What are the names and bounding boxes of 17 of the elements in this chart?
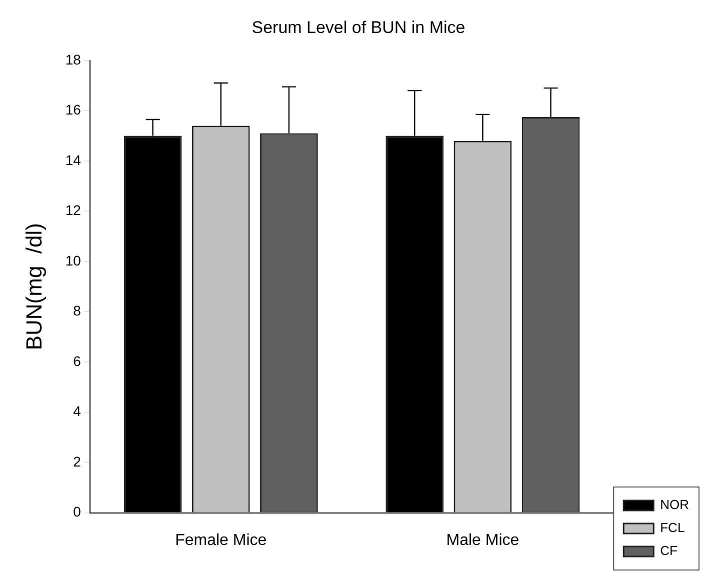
y-tick-label: 4 [73,403,82,420]
legend-label: CF [660,543,678,558]
legend-label: NOR [660,497,689,512]
legend-label: FCL [660,520,685,536]
y-tick-label: 0 [73,504,82,520]
y-tick-label: 6 [73,352,82,369]
chart-title: Serum Level of BUN in Mice [252,18,466,37]
x-tick-label: Female Mice [175,532,267,549]
y-tick-label: 8 [73,302,82,319]
y-tick-label: 16 [65,102,82,118]
y-axis-title: BUN(mg /dl) [21,223,46,350]
x-tick-label: Male Mice [446,532,520,549]
y-tick-label: 12 [65,202,82,218]
y-tick-label: 10 [65,252,82,268]
y-tick-label: 2 [73,453,82,470]
y-tick-label: 14 [65,152,82,168]
y-tick-label: 18 [65,51,82,68]
